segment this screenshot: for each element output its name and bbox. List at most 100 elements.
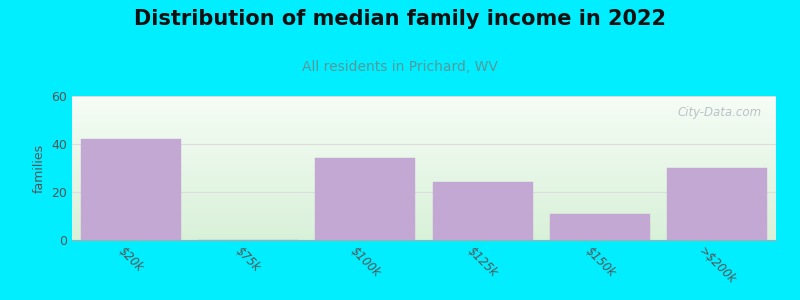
Bar xyxy=(72,106,776,107)
Bar xyxy=(72,221,776,222)
Bar xyxy=(72,239,776,240)
Bar xyxy=(72,104,776,105)
Bar xyxy=(72,157,776,158)
Bar xyxy=(72,219,776,220)
Bar xyxy=(72,209,776,210)
Bar xyxy=(72,160,776,161)
Bar xyxy=(72,113,776,114)
Bar xyxy=(72,225,776,226)
Bar xyxy=(72,229,776,230)
Bar xyxy=(72,235,776,236)
Bar xyxy=(72,164,776,165)
Bar xyxy=(72,97,776,98)
Bar xyxy=(72,186,776,187)
Bar xyxy=(72,202,776,203)
Bar xyxy=(72,183,776,184)
Bar xyxy=(72,181,776,182)
Bar xyxy=(72,124,776,125)
Bar xyxy=(72,213,776,214)
Bar xyxy=(72,126,776,127)
Bar xyxy=(72,149,776,150)
Bar xyxy=(72,231,776,232)
Bar xyxy=(72,125,776,126)
Bar xyxy=(72,206,776,207)
Bar xyxy=(72,191,776,192)
Bar xyxy=(72,101,776,102)
Bar xyxy=(72,216,776,217)
Bar xyxy=(72,161,776,162)
Bar xyxy=(72,228,776,229)
Bar xyxy=(72,222,776,223)
Bar xyxy=(72,201,776,202)
Bar xyxy=(72,226,776,227)
Bar xyxy=(72,188,776,189)
Bar xyxy=(72,177,776,178)
Bar xyxy=(72,167,776,168)
Bar xyxy=(72,98,776,99)
Bar xyxy=(72,135,776,136)
Bar xyxy=(72,136,776,137)
Bar xyxy=(72,214,776,215)
Bar xyxy=(72,234,776,235)
Bar xyxy=(72,173,776,174)
Bar xyxy=(72,224,776,225)
Bar xyxy=(72,208,776,209)
Bar xyxy=(72,163,776,164)
Bar xyxy=(72,130,776,131)
Bar xyxy=(72,151,776,152)
Bar xyxy=(72,156,776,157)
Bar xyxy=(72,122,776,123)
Bar xyxy=(72,116,776,117)
Bar xyxy=(72,172,776,173)
Y-axis label: families: families xyxy=(33,143,46,193)
Bar xyxy=(72,147,776,148)
Bar xyxy=(72,165,776,166)
Bar xyxy=(72,133,776,134)
Bar xyxy=(72,105,776,106)
Bar xyxy=(72,123,776,124)
Bar xyxy=(72,179,776,180)
Bar xyxy=(72,178,776,179)
Bar xyxy=(72,210,776,211)
Bar xyxy=(72,154,776,155)
Bar xyxy=(72,220,776,221)
Bar xyxy=(72,238,776,239)
Bar xyxy=(72,187,776,188)
Bar xyxy=(72,232,776,233)
Bar xyxy=(72,184,776,185)
Bar xyxy=(72,168,776,169)
Bar xyxy=(72,129,776,130)
Bar xyxy=(72,158,776,159)
Bar xyxy=(72,194,776,195)
Bar xyxy=(72,115,776,116)
Bar xyxy=(72,180,776,181)
Bar xyxy=(72,152,776,153)
Bar xyxy=(72,197,776,198)
Text: Distribution of median family income in 2022: Distribution of median family income in … xyxy=(134,9,666,29)
Bar xyxy=(72,117,776,118)
Bar xyxy=(72,196,776,197)
Bar xyxy=(72,218,776,219)
Bar xyxy=(72,185,776,186)
Bar xyxy=(72,175,776,176)
Bar xyxy=(72,174,776,175)
Bar xyxy=(72,169,776,170)
Bar xyxy=(72,110,776,111)
Bar xyxy=(72,137,776,138)
Bar xyxy=(72,236,776,237)
Bar xyxy=(72,217,776,218)
Bar xyxy=(72,109,776,110)
Bar xyxy=(72,192,776,193)
Bar xyxy=(72,204,776,205)
Bar xyxy=(72,171,776,172)
Bar xyxy=(72,162,776,163)
Bar xyxy=(72,227,776,228)
Bar xyxy=(72,128,776,129)
Bar xyxy=(72,215,776,216)
Bar xyxy=(72,121,776,122)
Text: City-Data.com: City-Data.com xyxy=(678,106,762,119)
Bar xyxy=(433,182,533,240)
Bar xyxy=(72,176,776,177)
Bar xyxy=(72,100,776,101)
Bar xyxy=(72,223,776,224)
